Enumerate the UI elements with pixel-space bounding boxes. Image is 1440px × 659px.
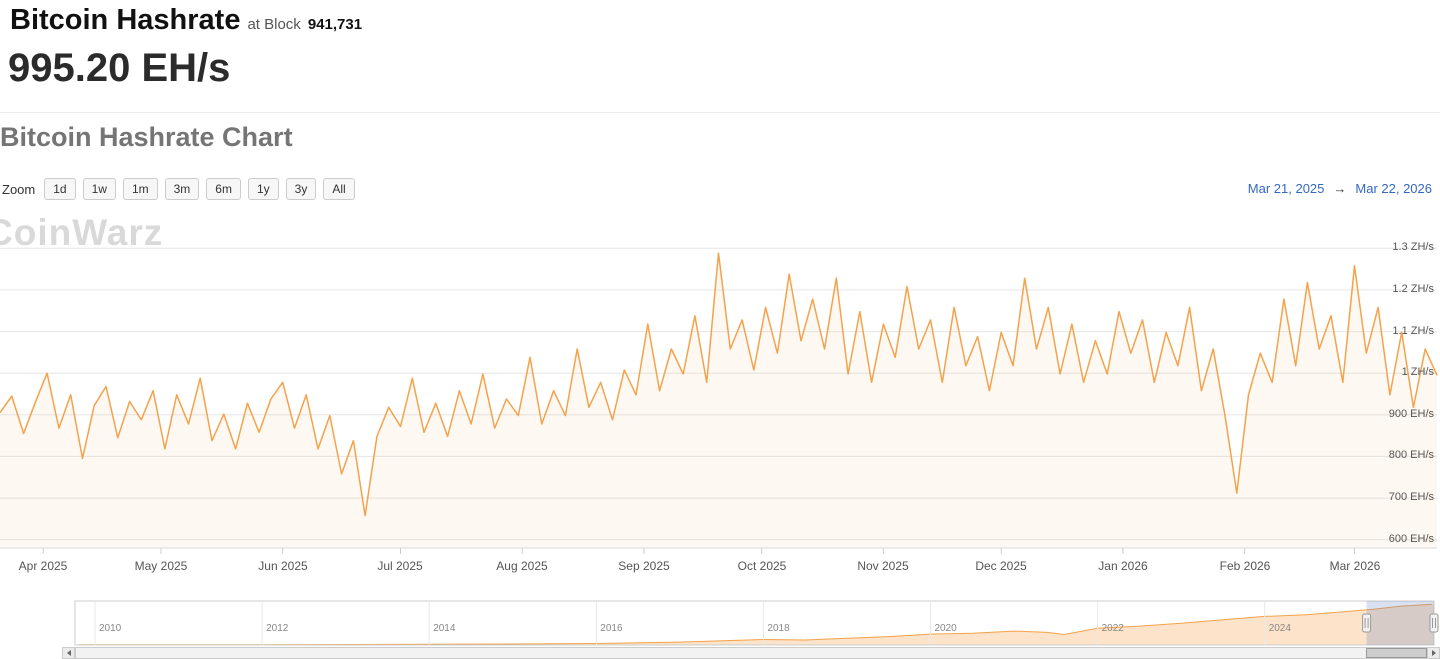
- navigator-year-label: 2022: [1101, 623, 1124, 634]
- navigator-year-label: 2024: [1268, 623, 1291, 634]
- section-divider: [0, 112, 1440, 113]
- x-axis-label: Nov 2025: [857, 559, 909, 573]
- navigator-year-label: 2014: [433, 623, 456, 634]
- navigator-year-label: 2010: [99, 623, 122, 634]
- x-axis-label: Mar 2026: [1329, 559, 1381, 573]
- navigator-right-handle[interactable]: [1429, 613, 1439, 633]
- y-axis-label: 1.1 ZH/s: [1392, 325, 1434, 337]
- navigator-year-label: 2012: [266, 623, 289, 634]
- zoom-button-1w[interactable]: 1w: [82, 178, 116, 200]
- zoom-button-6m[interactable]: 6m: [206, 178, 241, 200]
- x-axis-label: Dec 2025: [975, 559, 1027, 573]
- current-hashrate-value: 995.20 EH/s: [8, 46, 231, 90]
- x-axis-label: Jan 2026: [1098, 559, 1148, 573]
- x-axis-label: Apr 2025: [18, 559, 68, 573]
- y-axis-label: 1.2 ZH/s: [1392, 283, 1434, 295]
- x-axis-label: Oct 2025: [737, 559, 787, 573]
- zoom-button-row: Zoom 1d 1w 1m 3m 6m 1y 3y All: [2, 178, 355, 200]
- date-range: Mar 21, 2025 → Mar 22, 2026: [1248, 181, 1432, 196]
- x-axis-label: Sep 2025: [618, 559, 670, 573]
- x-axis-label: Feb 2026: [1219, 559, 1271, 573]
- scrollbar-track[interactable]: [75, 647, 1427, 659]
- scrollbar-right-arrow-icon: [1431, 650, 1436, 656]
- scrollbar-left-arrow-icon: [66, 650, 71, 656]
- zoom-label: Zoom: [2, 181, 36, 197]
- y-axis-label: 600 EH/s: [1388, 533, 1434, 545]
- x-axis-label: Aug 2025: [496, 559, 548, 573]
- y-axis-label: 1.3 ZH/s: [1392, 241, 1434, 253]
- x-axis-label: May 2025: [134, 559, 188, 573]
- range-from-link[interactable]: Mar 21, 2025: [1247, 181, 1325, 196]
- y-axis-label: 800 EH/s: [1388, 449, 1434, 461]
- y-axis-label: 700 EH/s: [1388, 491, 1434, 503]
- navigator-left-handle[interactable]: [1362, 613, 1372, 633]
- block-number: 941,731: [307, 16, 363, 33]
- zoom-button-3m[interactable]: 3m: [164, 178, 200, 200]
- chart-section-title: Bitcoin Hashrate Chart: [0, 122, 293, 152]
- block-label: at Block: [247, 16, 301, 33]
- y-axis-label: 900 EH/s: [1388, 408, 1434, 420]
- x-axis-label: Jul 2025: [377, 559, 423, 573]
- range-arrow-icon: →: [1333, 181, 1347, 196]
- navigator-year-label: 2018: [767, 623, 790, 634]
- y-axis-label: 1 ZH/s: [1401, 366, 1434, 378]
- zoom-button-group: 1d 1w 1m 3m 6m 1y 3y All: [44, 178, 355, 200]
- coinwarz-watermark: CoinWarz: [0, 212, 164, 253]
- navigator-year-label: 2020: [934, 623, 957, 634]
- x-axis-label: Jun 2025: [258, 559, 308, 573]
- zoom-button-1y[interactable]: 1y: [247, 178, 279, 200]
- navigator-year-label: 2016: [600, 623, 623, 634]
- zoom-button-1d[interactable]: 1d: [44, 178, 76, 200]
- zoom-button-1m[interactable]: 1m: [122, 178, 158, 200]
- page-header: Bitcoin Hashrate at Block 941,731: [10, 4, 362, 37]
- page-title: Bitcoin Hashrate: [10, 4, 241, 36]
- zoom-button-all[interactable]: All: [323, 178, 355, 200]
- range-to-link[interactable]: Mar 22, 2026: [1355, 181, 1432, 196]
- scrollbar-right-button[interactable]: [1427, 647, 1440, 659]
- scrollbar-thumb[interactable]: [1366, 648, 1427, 658]
- navigator-selection[interactable]: [1366, 601, 1434, 645]
- scrollbar-left-button[interactable]: [62, 647, 75, 659]
- zoom-button-3y[interactable]: 3y: [285, 178, 317, 200]
